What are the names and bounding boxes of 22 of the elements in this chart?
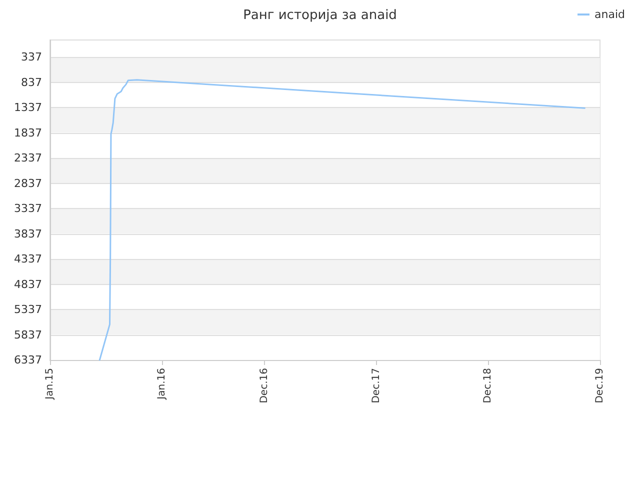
y-tick-label: 4837 [14, 278, 42, 291]
y-tick-label: 5837 [14, 328, 42, 342]
y-tick-label: 3837 [14, 227, 42, 240]
x-tick-label: Jan.15 [44, 368, 56, 400]
y-tick-label: 5337 [14, 303, 42, 316]
chart-title: Ранг историја за anaid [243, 8, 397, 23]
x-tick-label: Dec.18 [482, 368, 494, 404]
y-tick-label: 337 [21, 50, 42, 64]
y-tick-label: 4337 [14, 252, 42, 266]
y-tick-label: 1337 [14, 101, 42, 114]
y-tick-label: 6337 [14, 354, 42, 366]
legend-label: anaid [594, 8, 626, 21]
x-tick-label: Dec.17 [370, 368, 382, 404]
line-series [98, 79, 586, 361]
y-tick-label: 837 [21, 76, 42, 89]
y-tick-label: 2837 [14, 176, 42, 190]
y-tick-label: 2337 [14, 152, 42, 165]
x-tick-label: Dec.16 [258, 368, 270, 404]
y-tick-label: 3337 [14, 202, 42, 216]
x-tick-label: Jan.16 [156, 368, 168, 400]
y-tick-label: 1837 [14, 126, 42, 140]
x-tick-label: Dec.19 [594, 368, 606, 404]
